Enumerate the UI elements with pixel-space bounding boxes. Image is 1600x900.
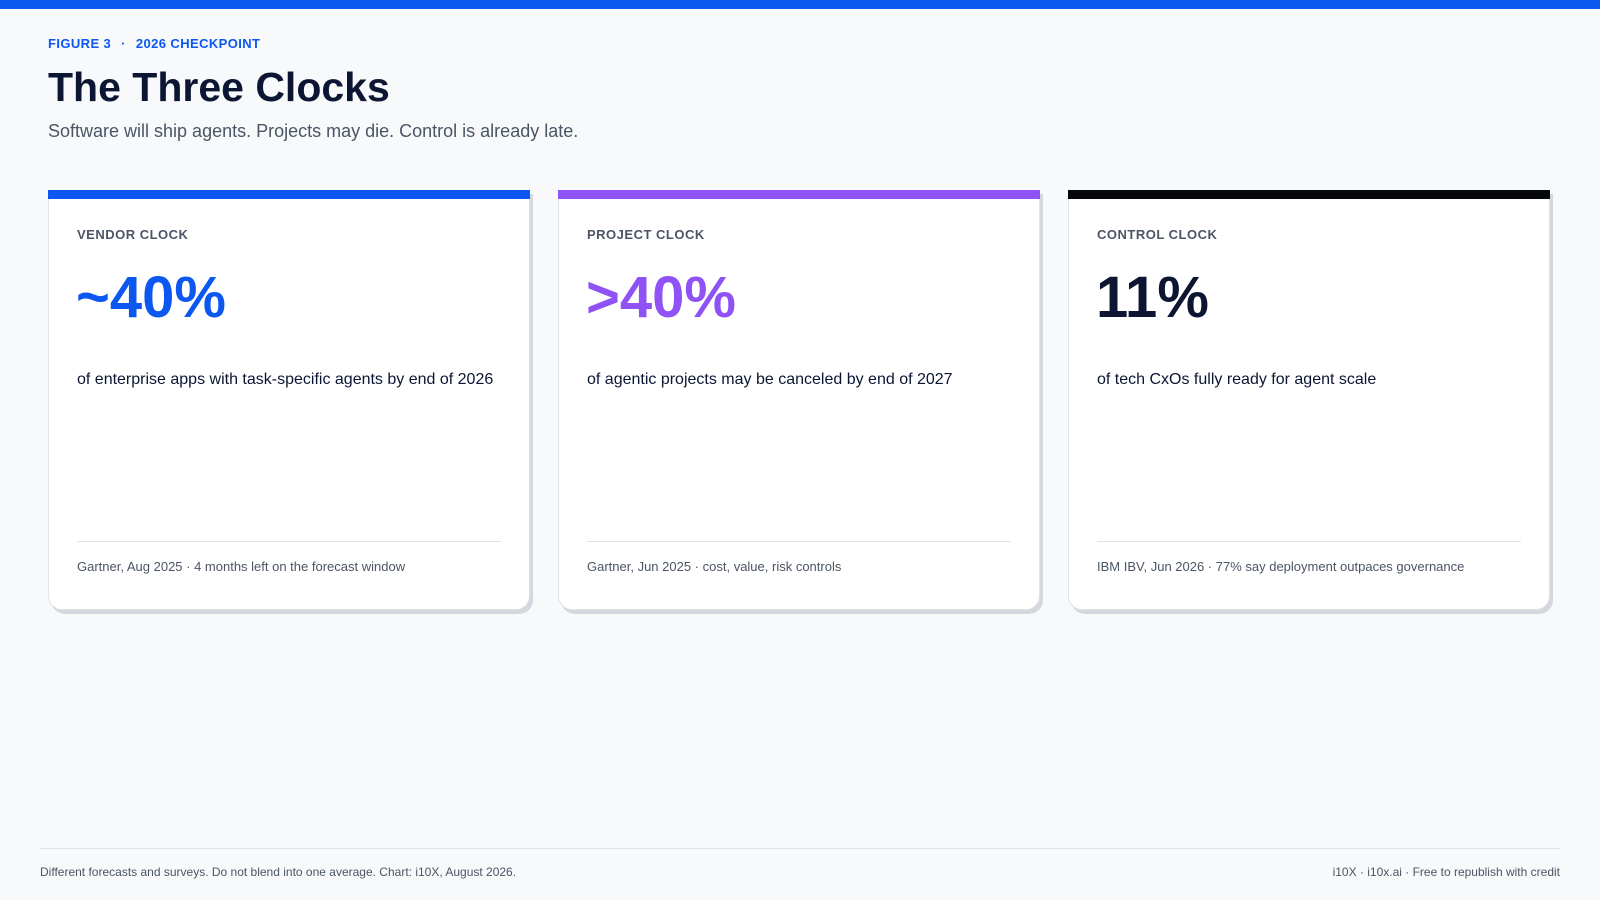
card-source: IBM IBV, Jun 2026 · 77% say deployment o…	[1097, 559, 1465, 574]
footer-divider	[40, 848, 1560, 849]
control-clock-card: CONTROL CLOCK 11% of tech CxOs fully rea…	[1068, 190, 1550, 610]
project-clock-card: PROJECT CLOCK >40% of agentic projects m…	[558, 190, 1040, 610]
clock-cards: VENDOR CLOCK ~40% of enterprise apps wit…	[48, 190, 1550, 610]
figure-header: FIGURE 3 · 2026 CHECKPOINT The Three Clo…	[48, 36, 578, 142]
checkpoint-label: 2026 CHECKPOINT	[135, 36, 261, 51]
card-source: Gartner, Jun 2025 · cost, value, risk co…	[587, 559, 842, 574]
card-accent-bar	[1068, 190, 1550, 199]
card-divider	[587, 541, 1011, 542]
card-source: Gartner, Aug 2025 · 4 months left on the…	[77, 559, 406, 574]
figure-label: FIGURE 3	[48, 36, 112, 51]
card-label: PROJECT CLOCK	[587, 227, 705, 242]
card-stat: ~40%	[76, 265, 226, 330]
card-divider	[77, 541, 501, 542]
page-title: The Three Clocks	[48, 64, 390, 110]
card-description: of enterprise apps with task-specific ag…	[77, 371, 494, 388]
page-subtitle: Software will ship agents. Projects may …	[48, 121, 579, 142]
card-description: of tech CxOs fully ready for agent scale	[1097, 371, 1377, 388]
top-accent-bar	[0, 0, 1600, 9]
card-stat: >40%	[586, 265, 736, 330]
card-label: VENDOR CLOCK	[77, 227, 189, 242]
card-stat: 11%	[1096, 265, 1209, 330]
figure-eyebrow: FIGURE 3 · 2026 CHECKPOINT	[48, 36, 578, 51]
vendor-clock-card: VENDOR CLOCK ~40% of enterprise apps wit…	[48, 190, 530, 610]
card-label: CONTROL CLOCK	[1097, 227, 1218, 242]
footer-credit: i10X · i10x.ai · Free to republish with …	[1332, 865, 1560, 879]
card-accent-bar	[48, 190, 530, 199]
card-description: of agentic projects may be canceled by e…	[587, 371, 953, 388]
footer-note: Different forecasts and surveys. Do not …	[40, 865, 517, 879]
eyebrow-separator: ·	[121, 36, 126, 51]
card-divider	[1097, 541, 1521, 542]
card-accent-bar	[558, 190, 1040, 199]
